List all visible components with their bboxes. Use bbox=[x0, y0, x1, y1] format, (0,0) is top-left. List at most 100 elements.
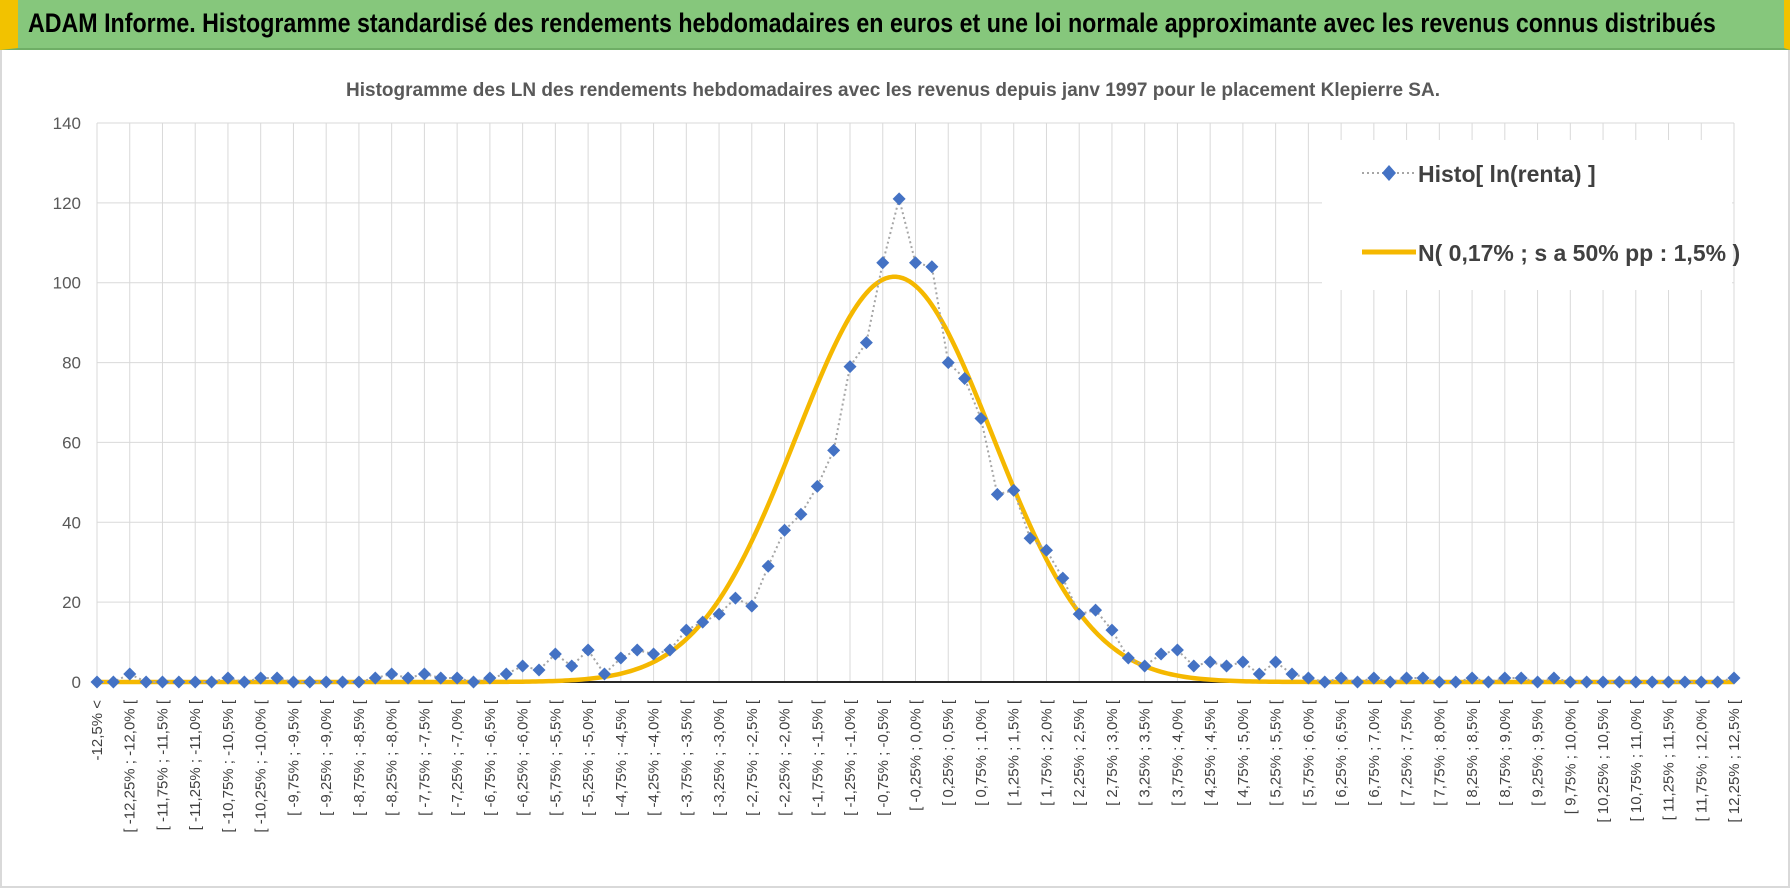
histo-point bbox=[843, 360, 857, 374]
histo-point bbox=[1514, 671, 1528, 685]
x-tick-label: [ 9,25% ; 9,5% [ bbox=[1530, 699, 1547, 806]
histo-point bbox=[1498, 671, 1512, 685]
x-tick-label: [ 11,25% ; 11,5% [ bbox=[1661, 699, 1678, 820]
histo-point bbox=[647, 647, 661, 661]
x-tick-label: [ 0,75% ; 1,0% [ bbox=[973, 699, 990, 806]
histo-point bbox=[1301, 671, 1315, 685]
x-tick-label: [ -4,75% ; -4,5% [ bbox=[613, 699, 630, 816]
x-tick-label: [ 4,25% ; 4,5% [ bbox=[1202, 699, 1219, 806]
x-tick-label: [ 12,25% ; 12,5% [ bbox=[1726, 699, 1743, 822]
histo-point bbox=[909, 256, 922, 270]
histo-point bbox=[958, 372, 972, 386]
legend-box bbox=[1322, 140, 1732, 290]
x-tick-label: [ -2,25% ; -2,0% [ bbox=[777, 699, 794, 816]
histo-point bbox=[778, 523, 792, 537]
histo-point bbox=[1318, 675, 1332, 689]
x-tick-label: -12,5% < bbox=[89, 700, 106, 761]
x-tick-label: [ -10,25% ; -10,0% [ bbox=[253, 699, 270, 832]
histo-point bbox=[368, 671, 382, 685]
histo-point bbox=[1678, 675, 1692, 689]
x-tick-label: [ -9,75% ; -9,5% [ bbox=[285, 699, 302, 816]
histo-point bbox=[761, 559, 775, 573]
histo-point bbox=[1481, 675, 1495, 689]
histo-point bbox=[1383, 675, 1397, 689]
x-tick-label: [ -1,75% ; -1,5% [ bbox=[809, 699, 826, 816]
histo-point bbox=[565, 659, 579, 673]
histo-point bbox=[303, 675, 317, 689]
x-tick-label: [ -3,75% ; -3,5% [ bbox=[678, 699, 695, 816]
histo-point bbox=[1072, 607, 1086, 621]
histo-point bbox=[990, 487, 1004, 501]
histo-point bbox=[1563, 675, 1577, 689]
histo-point bbox=[679, 623, 693, 637]
histo-point bbox=[286, 675, 300, 689]
histo-point bbox=[614, 651, 628, 665]
histo-point bbox=[401, 671, 415, 685]
x-tick-label: [ -11,25% ; -11,0% [ bbox=[187, 699, 204, 830]
histo-point bbox=[499, 667, 513, 681]
histo-point bbox=[450, 671, 464, 685]
histo-point bbox=[1269, 655, 1283, 669]
x-tick-label: [ 10,25% ; 10,5% [ bbox=[1595, 699, 1612, 822]
x-tick-label: [ 3,25% ; 3,5% [ bbox=[1137, 699, 1154, 806]
histo-point bbox=[106, 675, 120, 689]
histo-point bbox=[1662, 675, 1676, 689]
histo-point bbox=[1039, 543, 1053, 557]
y-tick-label: 0 bbox=[72, 673, 81, 692]
histo-point bbox=[892, 192, 906, 206]
histo-point bbox=[859, 336, 873, 350]
x-tick-label: [ 1,25% ; 1,5% [ bbox=[1006, 699, 1023, 806]
histo-point bbox=[123, 667, 137, 681]
x-tick-label: [ 2,75% ; 3,0% [ bbox=[1104, 699, 1121, 806]
histo-point bbox=[1727, 671, 1741, 685]
histo-point bbox=[1105, 623, 1119, 637]
histo-point bbox=[794, 507, 808, 521]
legend: Histo[ ln(renta) ] N( 0,17% ; s a 50% pp… bbox=[1322, 140, 1740, 290]
histo-point bbox=[532, 663, 546, 677]
x-tick-label: [ 8,25% ; 8,5% [ bbox=[1464, 699, 1481, 806]
histo-point bbox=[663, 643, 677, 657]
histo-point bbox=[1220, 659, 1234, 673]
histo-point bbox=[1121, 651, 1135, 665]
chart-title: Histogramme des LN des rendements hebdom… bbox=[346, 80, 1440, 101]
y-tick-label: 40 bbox=[62, 513, 81, 532]
x-tick-label: [ 4,75% ; 5,0% [ bbox=[1235, 699, 1252, 806]
histo-point bbox=[810, 479, 824, 493]
x-axis: -12,5% < [ -12,25% ; -12,0% [[ -11,75% ; … bbox=[89, 681, 1743, 833]
histo-point bbox=[548, 647, 562, 661]
x-tick-label: [ -11,75% ; -11,5% [ bbox=[154, 699, 171, 830]
x-tick-label: [ 0,25% ; 0,5% [ bbox=[940, 699, 957, 806]
histo-point bbox=[221, 671, 235, 685]
histo-point bbox=[696, 615, 710, 629]
histo-point bbox=[1285, 667, 1299, 681]
histo-point bbox=[1138, 659, 1152, 673]
histo-point bbox=[205, 675, 219, 689]
histo-point bbox=[1023, 531, 1037, 545]
histo-point bbox=[467, 675, 481, 689]
histo-point bbox=[1252, 667, 1266, 681]
x-tick-label: [ -4,25% ; -4,0% [ bbox=[646, 699, 663, 816]
x-tick-label: [ -0,75% ; -0,5% [ bbox=[875, 699, 892, 816]
histo-point bbox=[1645, 675, 1659, 689]
histo-point bbox=[1236, 655, 1250, 669]
histo-point bbox=[630, 643, 644, 657]
x-tick-label: [ -9,25% ; -9,0% [ bbox=[318, 699, 335, 816]
x-tick-label: [ 1,75% ; 2,0% [ bbox=[1038, 699, 1055, 806]
histo-point bbox=[1170, 643, 1184, 657]
x-tick-label: [ 2,25% ; 2,5% [ bbox=[1071, 699, 1088, 806]
histo-point bbox=[1465, 671, 1479, 685]
y-tick-label: 120 bbox=[53, 194, 81, 213]
x-tick-label: [ -0,25% ; 0,0% [ bbox=[908, 699, 925, 811]
x-tick-label: [ -8,25% ; -8,0% [ bbox=[384, 699, 401, 816]
histo-point bbox=[876, 256, 890, 270]
x-tick-label: [ 3,75% ; 4,0% [ bbox=[1169, 699, 1186, 806]
histo-point bbox=[1711, 675, 1725, 689]
histo-point bbox=[827, 443, 841, 457]
histo-point bbox=[155, 675, 169, 689]
histo-point bbox=[728, 591, 742, 605]
histo-point bbox=[1154, 647, 1168, 661]
histo-point bbox=[925, 260, 939, 274]
y-tick-label: 140 bbox=[53, 114, 81, 133]
histo-point bbox=[483, 671, 497, 685]
